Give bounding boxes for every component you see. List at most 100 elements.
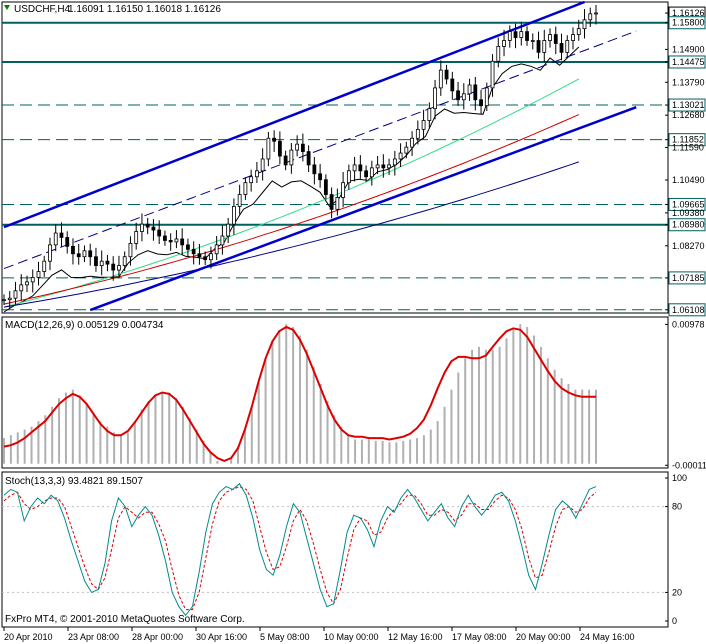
price-bar-body <box>565 40 570 53</box>
price-bar-body <box>59 232 64 238</box>
price-tag-box <box>668 303 706 317</box>
price-tick-label: 1.09380 <box>672 208 705 218</box>
price-tick-label: 1.14475 <box>672 57 705 67</box>
price-bar-body <box>427 108 432 121</box>
time-tick-label: 5 May 08:00 <box>260 632 310 642</box>
price-bar-body <box>232 205 236 225</box>
time-tick-label: 24 May 16:00 <box>580 632 635 642</box>
price-tag-box <box>668 271 706 285</box>
horizontal-levels <box>2 21 668 311</box>
price-bar-body <box>404 146 409 154</box>
price-bar-body <box>415 128 420 139</box>
price-tag-box <box>668 98 706 112</box>
price-bar-body <box>111 263 116 271</box>
price-bar-body <box>237 194 242 207</box>
price-tick-label: 1.11852 <box>672 135 704 145</box>
price-bar-body <box>7 297 12 301</box>
price-bar-body <box>289 149 294 166</box>
price-bar-body <box>53 232 58 246</box>
price-bar-body <box>88 250 93 258</box>
price-bar-body <box>381 164 386 169</box>
ma-fast-line <box>3 46 580 313</box>
price-bar-body <box>214 244 219 255</box>
price-tag-box <box>668 55 706 69</box>
price-bar-body <box>352 164 357 172</box>
stochastic-axis: 100 80 20 0 <box>665 473 687 626</box>
price-bar-body <box>542 40 547 53</box>
macd-panel-frame <box>1 316 669 469</box>
price-tick-label: 1.13790 <box>672 77 705 87</box>
price-bar-body <box>2 299 6 302</box>
time-tick-label: 12 May 16:00 <box>388 632 443 642</box>
time-tick-label: 28 Apr 00:00 <box>132 632 183 642</box>
price-bar-body <box>25 281 29 286</box>
price-bar-body <box>387 164 391 169</box>
price-bar-body <box>71 245 75 255</box>
price-tag-box <box>668 16 706 30</box>
price-bar-body <box>19 284 24 292</box>
price-bar-body <box>186 244 190 250</box>
time-tick-label: 10 May 00:00 <box>324 632 379 642</box>
price-tick-label: 1.12680 <box>672 110 705 120</box>
price-bar-body <box>300 143 305 152</box>
stoch-signal-path <box>3 486 597 611</box>
trendline <box>3 0 585 229</box>
price-bar-body <box>548 34 552 41</box>
stoch-label: Stoch(13,3,3) 93.4821 89.1507 <box>5 476 143 487</box>
price-bar-body <box>197 253 202 258</box>
price-bar-body <box>13 290 18 299</box>
price-bar-body <box>36 271 41 278</box>
ohlc-label: 1.16091 1.16150 1.16018 1.16126 <box>68 4 221 15</box>
trendline <box>89 105 637 312</box>
price-bar-body <box>151 226 156 231</box>
price-bar-body <box>421 120 426 130</box>
price-bar-body <box>117 265 121 271</box>
price-bar-body <box>588 13 593 21</box>
time-tick-label: 20 May 00:00 <box>516 632 571 642</box>
ma-red-line <box>3 114 580 305</box>
price-bar-body <box>82 250 87 258</box>
price-bar-body <box>105 260 110 265</box>
price-bar-body <box>168 240 173 243</box>
price-bar-body <box>42 260 47 272</box>
stoch-tick-label: 20 <box>672 587 682 597</box>
price-tag-box <box>668 197 706 211</box>
macd-label: MACD(12,26,9) 0.005129 0.004734 <box>5 320 164 331</box>
price-bar-body <box>191 248 196 255</box>
price-bar-body <box>140 223 144 232</box>
price-bar-body <box>559 43 564 53</box>
time-tick-label: 30 Apr 16:00 <box>196 632 247 642</box>
triangle-icon <box>4 5 10 10</box>
price-tick-label: 1.06108 <box>672 305 705 315</box>
price-bar-body <box>461 93 466 101</box>
macd-histogram <box>3 324 597 464</box>
price-bar-body <box>306 151 311 166</box>
price-bar-body <box>76 253 81 258</box>
price-bar-body <box>450 78 455 92</box>
price-bar-body <box>260 158 265 172</box>
price-bar-body <box>576 28 581 35</box>
price-tick-label: 1.11590 <box>672 142 704 152</box>
price-bar-body <box>272 137 277 142</box>
price-bar-body <box>530 40 535 42</box>
macd-axis: 0.00978 -0.00011 <box>665 319 706 470</box>
price-tick-label: 1.13021 <box>672 100 705 110</box>
price-tick-label: 1.14900 <box>672 44 705 54</box>
price-bar-body <box>392 158 397 166</box>
price-bar-body <box>456 90 460 101</box>
stoch-panel-frame <box>1 471 669 628</box>
stochastic-lines <box>2 482 668 617</box>
price-bar-body <box>553 34 558 44</box>
price-bar-body <box>180 238 185 246</box>
price-bar-body <box>226 223 231 237</box>
price-bar-body <box>243 182 248 195</box>
macd-tick-label: 0.00978 <box>672 319 705 329</box>
price-bar-body <box>335 197 340 210</box>
price-bar-body <box>358 164 363 172</box>
stoch-main-path <box>3 482 597 617</box>
price-bar-body <box>484 87 489 107</box>
trendline <box>3 30 637 270</box>
